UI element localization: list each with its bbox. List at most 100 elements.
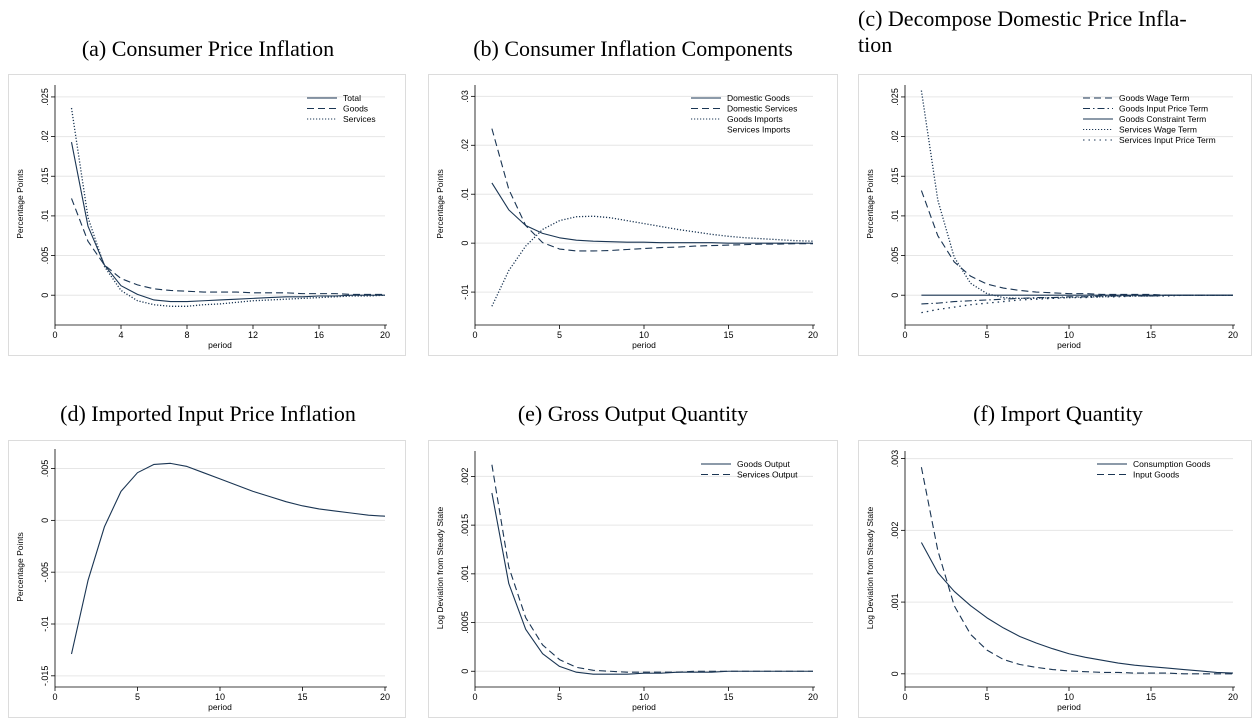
x-axis-title: period (632, 702, 656, 712)
x-tick-label: 0 (472, 330, 477, 340)
legend-label: Domestic Services (727, 104, 797, 114)
x-tick-label: 0 (52, 330, 57, 340)
x-tick-label: 0 (472, 692, 477, 702)
x-tick-label: 12 (248, 330, 258, 340)
panel-c-title: (c) Decompose Domestic Price Infla- tion (858, 6, 1187, 57)
legend-label: Services Wage Term (1119, 125, 1197, 135)
panel-a-title: (a) Consumer Price Inflation (81, 36, 335, 61)
legend-label: Services Output (737, 470, 798, 480)
legend-label: Goods Constraint Term (1119, 114, 1206, 124)
x-tick-label: 5 (557, 330, 562, 340)
y-tick-label: .01 (890, 210, 900, 223)
y-axis-title: Log Deviation from Steady State (865, 507, 875, 630)
series-line-2 (491, 464, 813, 673)
chart-b: -.01 0 .01 .02 .03 0 5 10 15 20 period Percentage P… (428, 74, 838, 356)
y-tick-label: .003 (890, 450, 900, 468)
x-tick-label: 15 (297, 692, 307, 702)
series-line-2 (920, 467, 1233, 675)
series-line-3 (491, 215, 814, 307)
series-line-2 (491, 128, 813, 252)
legend-label: Input Goods (1133, 470, 1179, 480)
series-line-1 (70, 462, 386, 655)
x-axis-title: period (208, 340, 232, 350)
chart-a-svg: 0 .005 .01 .015 .02 .025 0 4 8 12 16 20 period Percen… (15, 85, 390, 350)
x-tick-label: 10 (1064, 330, 1074, 340)
x-axis-title: period (1057, 702, 1081, 712)
x-tick-label: 5 (984, 330, 989, 340)
y-tick-label: .002 (460, 468, 470, 486)
x-tick-label: 20 (1228, 330, 1238, 340)
chart-e: 0 .0005 .001 .0015 .002 0 5 10 15 20 period Log Dev… (428, 440, 838, 718)
y-tick-label: 0 (890, 293, 900, 298)
legend-label: Consumption Goods (1133, 459, 1211, 469)
x-tick-label: 10 (1064, 692, 1074, 702)
x-tick-label: 10 (639, 330, 649, 340)
chart-f-svg: 0 .001 .002 .003 0 5 10 15 20 period Log Deviation… (865, 450, 1238, 712)
legend-label: Domestic Goods (727, 93, 790, 103)
y-tick-label: .015 (890, 167, 900, 185)
chart-d-svg: -.015 -.01 -.005 0 .005 0 5 10 15 20 period Percent… (15, 449, 390, 712)
y-tick-label: -.01 (460, 284, 470, 300)
series-line-1 (491, 182, 813, 244)
x-tick-label: 15 (723, 330, 733, 340)
x-tick-label: 20 (808, 692, 818, 702)
x-tick-label: 5 (135, 692, 140, 702)
series-line-1 (70, 142, 385, 303)
x-axis-title: period (208, 702, 232, 712)
legend-label: Goods Input Price Term (1119, 104, 1208, 114)
y-tick-label: .0005 (460, 611, 470, 634)
panel-b-title: (b) Consumer Inflation Components (473, 36, 793, 61)
y-tick-label: 0 (890, 671, 900, 676)
panel-f-title: (f) Import Quantity (973, 401, 1143, 426)
y-tick-label: .002 (890, 522, 900, 540)
legend-label: Services Imports (727, 125, 790, 135)
legend-label: Total (343, 93, 361, 103)
x-axis-title: period (1057, 340, 1081, 350)
x-tick-label: 20 (808, 330, 818, 340)
y-tick-label: 0 (40, 293, 50, 298)
y-tick-label: .02 (890, 130, 900, 143)
y-tick-label: 0 (460, 669, 470, 674)
y-tick-label: .0015 (460, 514, 470, 537)
y-tick-label: .02 (460, 139, 470, 152)
y-tick-label: 0 (460, 241, 470, 246)
series-line-1 (920, 542, 1234, 674)
series-line-5 (921, 294, 1233, 314)
x-tick-label: 0 (52, 692, 57, 702)
x-tick-label: 20 (380, 692, 390, 702)
series-line-4 (920, 90, 1233, 300)
x-tick-label: 15 (1146, 692, 1156, 702)
y-axis-title: Log Deviation from Steady State (435, 507, 445, 630)
legend-label: Goods Imports (727, 114, 783, 124)
chart-a: 0 .005 .01 .015 .02 .025 0 4 8 12 16 20 period Percen… (8, 74, 406, 356)
y-tick-label: .005 (890, 247, 900, 265)
x-tick-label: 5 (984, 692, 989, 702)
y-tick-label: .025 (890, 88, 900, 106)
legend-label: Goods Output (737, 459, 791, 469)
y-axis-title: Percentage Points (435, 169, 445, 238)
y-tick-label: .005 (40, 247, 50, 265)
y-tick-label: -.01 (40, 616, 50, 632)
x-tick-label: 0 (902, 330, 907, 340)
x-tick-label: 10 (215, 692, 225, 702)
x-tick-label: 15 (1146, 330, 1156, 340)
chart-f: 0 .001 .002 .003 0 5 10 15 20 period Log Deviation… (858, 440, 1252, 718)
x-tick-label: 0 (902, 692, 907, 702)
panel-d-title: (d) Imported Input Price Inflation (60, 401, 356, 426)
y-tick-label: .005 (40, 460, 50, 478)
x-tick-label: 15 (723, 692, 733, 702)
y-axis-title: Percentage Points (15, 532, 25, 601)
panel-e-title: (e) Gross Output Quantity (517, 401, 749, 426)
y-tick-label: .001 (460, 565, 470, 583)
chart-c-svg: 0 .005 .01 .015 .02 .025 0 5 10 15 20 period Percent… (865, 85, 1238, 350)
legend-label: Goods (343, 104, 368, 114)
x-tick-label: 20 (380, 330, 390, 340)
y-tick-label: -.005 (40, 562, 50, 583)
series-line-1 (491, 492, 813, 675)
x-axis-title: period (632, 340, 656, 350)
y-tick-label: .01 (40, 210, 50, 223)
legend-label: Services (343, 114, 376, 124)
x-tick-label: 20 (1228, 692, 1238, 702)
x-tick-label: 4 (118, 330, 123, 340)
legend-label: Goods Wage Term (1119, 93, 1189, 103)
